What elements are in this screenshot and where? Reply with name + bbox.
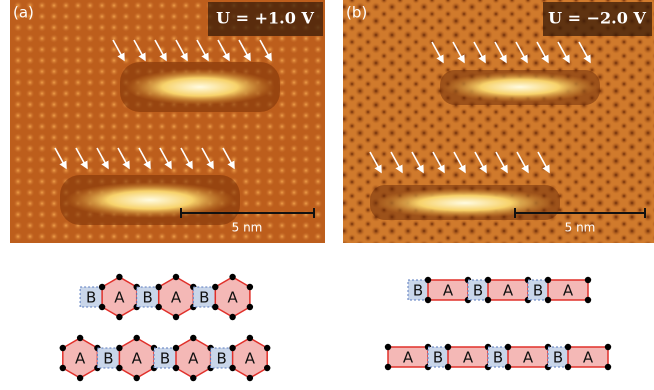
cell-label: B <box>473 282 483 300</box>
vertex <box>229 365 235 371</box>
vertex <box>212 304 218 310</box>
cell-label: A <box>75 350 86 368</box>
vertex <box>116 365 122 371</box>
vertex <box>545 277 551 283</box>
cell-label: A <box>227 289 238 307</box>
cell-label: A <box>443 282 454 300</box>
cell-label: A <box>188 350 199 368</box>
cell-label: B <box>216 350 226 368</box>
vertex <box>134 375 140 381</box>
vertex <box>116 314 122 320</box>
vertex <box>134 335 140 341</box>
vertex <box>156 284 162 290</box>
vertex <box>77 375 83 381</box>
bias-label: U = +1.0 V <box>216 9 314 28</box>
molecule <box>125 69 275 105</box>
cell-label: A <box>523 349 534 367</box>
panel-label: (b) <box>346 4 367 22</box>
vertex <box>247 284 253 290</box>
vertex <box>247 375 253 381</box>
vertex <box>385 344 391 350</box>
figure: (a) U = +1.0 V 5 nm (b) U = −2.0 V 5 nm … <box>0 0 654 390</box>
vertex <box>565 364 571 370</box>
vertex <box>485 297 491 303</box>
cell-label: B <box>143 289 153 307</box>
panel-label: (a) <box>13 4 34 22</box>
cell-label: B <box>533 282 543 300</box>
vertex <box>505 344 511 350</box>
cell-label: A <box>583 349 594 367</box>
cell-label: B <box>103 350 113 368</box>
vertex <box>190 335 196 341</box>
vertex <box>585 277 591 283</box>
vertex <box>264 345 270 351</box>
vertex <box>445 344 451 350</box>
scale-bar-label: 5 nm <box>565 221 596 235</box>
vertex <box>385 364 391 370</box>
panel-a: (a) U = +1.0 V 5 nm <box>10 0 325 243</box>
cell-label: B <box>553 349 563 367</box>
vertex <box>605 364 611 370</box>
vertex <box>173 274 179 280</box>
vertex <box>60 345 66 351</box>
vertex <box>585 297 591 303</box>
cell-label: A <box>463 349 474 367</box>
vertex <box>229 345 235 351</box>
vertex <box>99 284 105 290</box>
bias-label: U = −2.0 V <box>548 9 646 28</box>
vertex <box>116 274 122 280</box>
cell-label: A <box>132 350 143 368</box>
vertex <box>565 344 571 350</box>
vertex <box>445 364 451 370</box>
vertex <box>264 365 270 371</box>
vertex <box>173 314 179 320</box>
vertex <box>173 365 179 371</box>
cell-label: B <box>86 289 96 307</box>
cell-label: A <box>114 289 125 307</box>
scale-bar-label: 5 nm <box>232 221 263 235</box>
vertex <box>116 345 122 351</box>
vertex <box>212 284 218 290</box>
panel-b: (b) U = −2.0 V 5 nm <box>343 0 654 243</box>
cell-label: A <box>403 349 414 367</box>
vertex <box>425 277 431 283</box>
cell-label: A <box>503 282 514 300</box>
cell-label: B <box>413 282 423 300</box>
vertex <box>425 297 431 303</box>
vertex <box>505 364 511 370</box>
vertex <box>229 274 235 280</box>
vertex <box>60 365 66 371</box>
vertex <box>229 314 235 320</box>
cell-label: A <box>245 350 256 368</box>
vertex <box>99 304 105 310</box>
vertex <box>247 304 253 310</box>
cell-label: A <box>563 282 574 300</box>
vertex <box>485 277 491 283</box>
vertex <box>190 375 196 381</box>
cell-label: B <box>493 349 503 367</box>
vertex <box>605 344 611 350</box>
cell-label: B <box>160 350 170 368</box>
molecule <box>442 72 598 102</box>
vertex <box>156 304 162 310</box>
vertex <box>173 345 179 351</box>
vertex <box>247 335 253 341</box>
cell-label: B <box>433 349 443 367</box>
cell-label: B <box>199 289 209 307</box>
vertex <box>545 297 551 303</box>
cell-label: A <box>171 289 182 307</box>
vertex <box>77 335 83 341</box>
